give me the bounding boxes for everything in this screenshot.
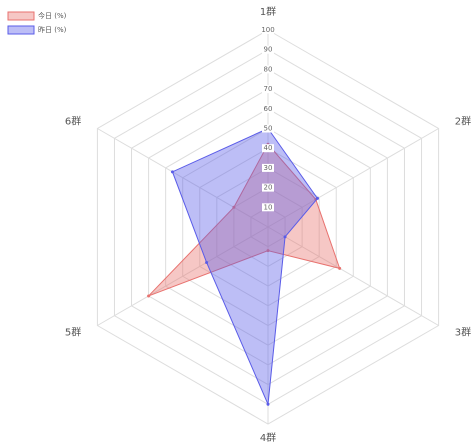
tick-label: 20: [264, 184, 273, 192]
point: [147, 294, 151, 298]
tick-label: 90: [264, 46, 273, 54]
point: [266, 249, 270, 253]
spoke: [97, 226, 269, 326]
point: [315, 196, 319, 200]
tick-bg: [262, 104, 274, 113]
tick-bg: [262, 85, 274, 94]
spoke: [267, 128, 439, 228]
point: [232, 205, 236, 209]
legend-label: 昨日 (%): [38, 25, 67, 34]
tick-label: 70: [264, 85, 273, 93]
legend-label: 今日 (%): [38, 11, 67, 20]
legend-swatch: [7, 11, 35, 21]
point: [170, 170, 174, 174]
tick-bg: [262, 144, 274, 153]
tick-label: 40: [264, 144, 273, 152]
tick-label: 60: [264, 105, 273, 113]
category-label: 6群: [65, 115, 81, 128]
tick-bg: [262, 45, 274, 54]
category-label: 3群: [455, 326, 471, 339]
tick-bg: [262, 124, 274, 133]
spoke: [97, 128, 269, 228]
tick-label: 10: [264, 203, 273, 211]
tick-label: 80: [264, 65, 273, 73]
category-label: 1群: [260, 5, 276, 18]
tick-bg: [262, 65, 274, 74]
spoke: [267, 226, 439, 326]
tick-bg: [262, 163, 274, 172]
tick-bg: [262, 203, 274, 212]
legend-swatch: [7, 25, 35, 35]
tick-label: 100: [261, 26, 274, 34]
tick-label: 30: [264, 164, 273, 172]
category-label: 4群: [260, 431, 276, 444]
tick-bg: [262, 26, 274, 34]
point: [338, 266, 342, 270]
tick-bg: [262, 183, 274, 192]
point: [283, 235, 287, 239]
category-label: 5群: [65, 326, 81, 339]
point: [205, 260, 209, 264]
category-label: 2群: [455, 115, 471, 128]
tick-label: 50: [264, 125, 273, 133]
point: [266, 402, 270, 406]
